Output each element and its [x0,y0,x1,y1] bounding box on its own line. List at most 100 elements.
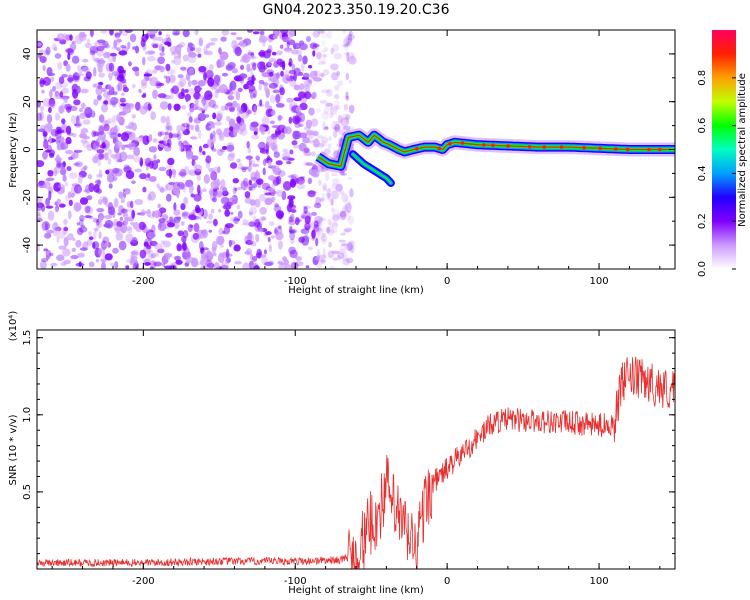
heatmap-cell [237,42,247,46]
heatmap-cell [174,45,182,54]
heatmap-cell [103,100,109,105]
heatmap-cell [252,62,257,71]
heatmap-cell [305,265,310,269]
heatmap-cell [187,52,197,58]
heatmap-cell [225,115,231,122]
heatmap-cell [181,221,185,226]
heatmap-cell [328,266,335,269]
heatmap-cell [327,218,332,225]
heatmap-cell [80,224,85,228]
heatmap-cell [329,105,337,116]
heatmap-cell [307,132,314,140]
heatmap-cell [329,229,338,234]
heatmap-cell [54,81,63,90]
heatmap-cell [319,100,328,104]
heatmap-cell [163,265,173,269]
heatmap-cell [54,91,61,99]
heatmap-cell [78,34,87,41]
heatmap-cell [248,179,252,186]
heatmap-cell [120,45,127,49]
heatmap-cell [346,51,350,62]
heatmap-cell [37,53,42,59]
heatmap-cell [193,222,200,233]
heatmap-cell [172,169,176,179]
heatmap-cell [196,174,201,181]
heatmap-cell [189,136,198,140]
heatmap-cell [147,55,156,62]
heatmap-cell [210,208,215,214]
heatmap-cell [112,115,116,125]
heatmap-cell [286,97,294,103]
snr-y-ticks: 0.5 1.0 1.5 [22,330,675,570]
heatmap-cell [346,257,354,263]
heatmap-cell [321,184,327,189]
heatmap-cell [343,37,350,47]
heatmap-cell [325,193,331,200]
heatmap-cell [334,99,340,108]
heatmap-cell [141,79,147,87]
heatmap-cell [315,108,321,113]
heatmap-cell [166,169,173,177]
heatmap-cell [198,37,203,47]
heatmap-cell [322,182,328,190]
heatmap-cell [182,54,189,62]
heatmap-cell [259,31,265,36]
heatmap-cell [109,77,113,81]
heatmap-cell [45,177,55,182]
heatmap-x-axis-label: Height of straight line (km) [288,285,424,296]
heatmap-cell [283,126,292,135]
heatmap-cell [159,66,165,73]
heatmap-cell [157,56,166,65]
heatmap-cell [82,241,89,250]
heatmap-cell [150,260,157,269]
heatmap-cell [116,227,125,232]
heatmap-cell [184,88,189,93]
heatmap-cell [305,130,315,136]
snr-x-axis-label: Height of straight line (km) [288,585,424,596]
heatmap-cell [244,197,252,205]
heatmap-cell [154,252,159,257]
heatmap-cell [266,135,273,146]
heatmap-cell [203,174,210,184]
heatmap-cell [236,204,241,210]
heatmap-cell [170,88,174,94]
heatmap-cell [175,259,183,265]
heatmap-cell [288,62,292,66]
heatmap-cell [336,126,346,130]
heatmap-cell [252,163,260,168]
heatmap-cell [56,136,61,142]
heatmap-cell [112,91,118,96]
heatmap-cell [262,158,267,166]
heatmap-cell [303,206,308,215]
heatmap-cell [338,239,346,243]
heatmap-cell [139,249,147,259]
heatmap-cell [320,89,330,93]
heatmap-cell [75,73,84,77]
heatmap-cell [342,44,349,48]
heatmap-cell [52,226,60,237]
heatmap-cell [116,84,120,92]
heatmap-cell [350,240,356,246]
heatmap-cell [48,97,56,107]
heatmap-cell [331,183,337,190]
heatmap-cell [210,180,219,190]
heatmap-cell [247,30,253,33]
heatmap-cell [255,169,259,179]
heatmap-cell [324,105,329,115]
heatmap-cell [134,168,142,173]
heatmap-cell [78,69,83,74]
heatmap-cell [265,108,274,118]
heatmap-cell [239,75,245,84]
heatmap-cell [291,49,299,55]
heatmap-cell [117,81,123,92]
heatmap-cell [222,230,226,234]
heatmap-cell [327,143,332,149]
heatmap-cell [284,48,294,54]
heatmap-cell [320,72,324,78]
heatmap-cell [213,218,218,227]
heatmap-cell [56,254,65,262]
heatmap-cell [78,261,82,268]
heatmap-cell [80,167,87,172]
heatmap-cell [246,109,253,115]
